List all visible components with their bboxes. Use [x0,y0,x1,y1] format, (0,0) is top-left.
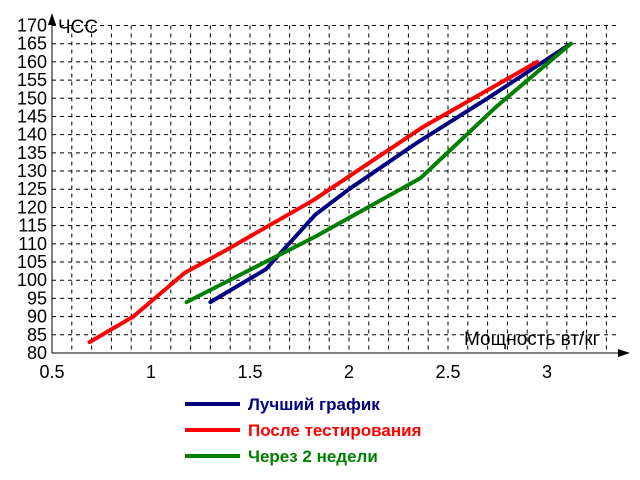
y-axis-title: ЧСС [58,17,98,38]
y-tick-label: 135 [17,143,47,163]
y-tick-label: 145 [17,106,47,126]
y-tick-label: 130 [17,161,47,181]
x-tick-label: 1 [146,362,156,382]
axes [48,13,630,357]
x-tick-labels: 0.5 1 1.5 2 2.5 3 [39,362,552,382]
x-tick-label: 2.5 [435,362,460,382]
y-tick-label: 125 [17,179,47,199]
x-axis-arrow-icon [618,349,630,357]
legend-label: Лучший график [248,395,380,414]
y-tick-label: 80 [27,343,47,363]
y-tick-label: 140 [17,125,47,145]
y-tick-label: 150 [17,88,47,108]
x-tick-label: 3 [542,362,552,382]
series-line-1 [208,41,573,305]
y-tick-label: 160 [17,52,47,72]
y-tick-label: 110 [18,234,47,254]
y-tick-label: 155 [17,70,47,90]
series-lines [87,41,573,345]
series-line-2 [87,59,540,345]
legend-label: После тестирования [248,421,421,440]
series-line-3 [184,41,573,305]
x-tick-label: 2 [344,362,354,382]
y-tick-label: 95 [27,288,47,308]
y-tick-label: 90 [27,307,47,327]
legend: Лучший график После тестирования Через 2 н… [185,395,421,466]
x-tick-label: 1.5 [237,362,262,382]
y-tick-label: 85 [27,325,47,345]
y-tick-label: 170 [17,15,47,35]
y-tick-label: 120 [17,197,47,217]
grid [52,24,620,353]
y-tick-labels: 8085909510010511011512012513013514014515… [17,15,47,363]
y-tick-label: 165 [17,34,47,54]
y-tick-label: 105 [17,252,47,272]
x-axis-title: Мощность вт/кг [464,329,600,350]
y-tick-label: 100 [17,270,47,290]
y-axis-arrow-icon [48,13,56,25]
x-tick-label: 0.5 [39,362,64,382]
y-tick-label: 115 [18,216,47,236]
legend-label: Через 2 недели [248,447,378,466]
